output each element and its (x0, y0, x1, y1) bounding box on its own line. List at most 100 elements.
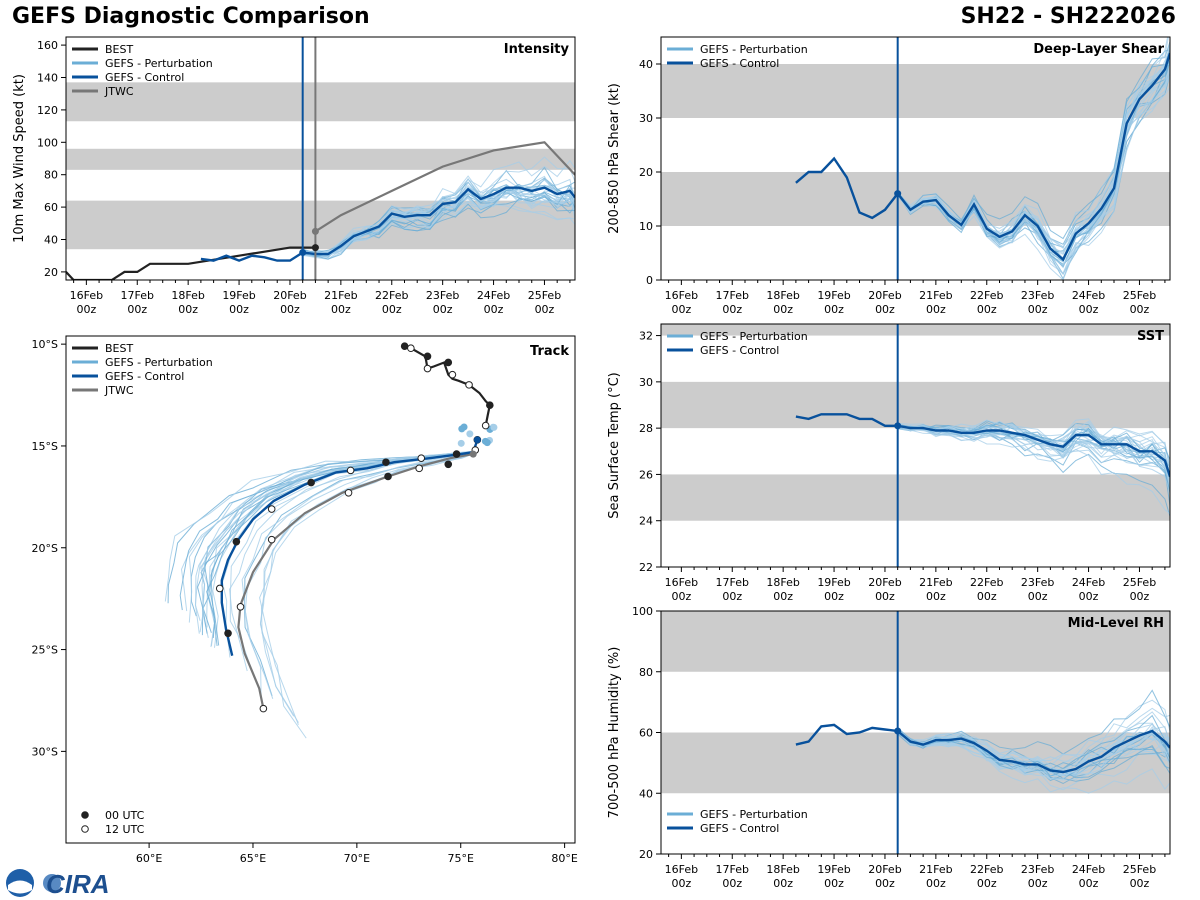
track-x-tick-label: 80°E (551, 852, 577, 865)
track-marker-legend-swatch (81, 825, 89, 833)
track-perturbation-point (483, 439, 491, 447)
shear-x-tick-label: 00z (671, 303, 691, 316)
intensity-frame (65, 36, 576, 281)
shear-x-tick-label: 25Feb (1123, 289, 1156, 302)
rh-y-label: 700-500 hPa Humidity (%) (607, 647, 622, 819)
sst-x-tick-label: 00z (773, 590, 793, 603)
intensity-legend-label: JTWC (104, 85, 134, 98)
rh-x-tick-label: 00z (1028, 877, 1048, 890)
rh-x-tick-label: 17Feb (716, 863, 749, 876)
rh-y-tick-label: 60 (639, 727, 653, 740)
intensity-y-label: 10m Max Wind Speed (kt) (12, 74, 27, 243)
rh-plot-area (661, 611, 1170, 794)
track-jtwc-00utc-marker (444, 460, 453, 469)
intensity-x-tick-label: 00z (178, 303, 198, 316)
shear-panel: 16Feb00z17Feb00z18Feb00z19Feb00z20Feb00z… (607, 36, 1171, 316)
shear-x-tick-label: 00z (1028, 303, 1048, 316)
rh-x-tick-label: 00z (926, 877, 946, 890)
noaa-wave-icon (8, 880, 32, 894)
sst-x-tick-label: 23Feb (1021, 576, 1054, 589)
track-perturbation-point (457, 439, 465, 447)
rh-x-tick-label: 00z (722, 877, 742, 890)
track-panel-title: Track (530, 344, 569, 359)
sst-band-0 (661, 474, 1170, 521)
shear-perturbation-line (897, 49, 1170, 240)
track-x-tick-label: 60°E (136, 852, 162, 865)
sst-x-tick-label: 00z (1028, 590, 1048, 603)
shear-y-tick-label: 40 (639, 58, 653, 71)
intensity-y-tick-label: 80 (44, 169, 58, 182)
intensity-panel: 16Feb00z17Feb00z18Feb00z19Feb00z20Feb00z… (12, 36, 576, 316)
track-best-00utc-marker (400, 342, 409, 350)
rh-x-tick-label: 00z (824, 877, 844, 890)
intensity-perturbation-line (302, 159, 575, 254)
track-control-12utc-marker (346, 466, 355, 475)
shear-x-tick-label: 00z (773, 303, 793, 316)
cira-globe-icon (43, 874, 61, 892)
shear-legend-label: GEFS - Control (700, 57, 779, 70)
rh-panel: 16Feb00z17Feb00z18Feb00z19Feb00z20Feb00z… (607, 605, 1171, 890)
rh-x-tick-label: 00z (875, 877, 895, 890)
track-legend-label: BEST (105, 342, 133, 355)
intensity-x-tick-label: 25Feb (528, 289, 561, 302)
track-jtwc-12utc-marker (415, 464, 423, 473)
sst-x-tick-label: 00z (926, 590, 946, 603)
sst-x-tick-label: 20Feb (868, 576, 901, 589)
sst-x-tick-label: 00z (875, 590, 895, 603)
shear-x-tick-label: 00z (1079, 303, 1099, 316)
shear-x-tick-label: 20Feb (868, 289, 901, 302)
rh-x-tick-label: 00z (671, 877, 691, 890)
track-best-12utc-marker (407, 344, 415, 353)
intensity-x-tick-label: 00z (484, 303, 504, 316)
intensity-y-tick-label: 40 (44, 234, 58, 247)
sst-frame (660, 323, 1171, 568)
track-control-00utc-marker (224, 629, 232, 638)
track-frame (65, 335, 576, 844)
shear-x-tick-label: 00z (926, 303, 946, 316)
shear-x-tick-label: 16Feb (665, 289, 698, 302)
rh-y-tick-label: 40 (639, 787, 653, 800)
shear-perturbation-line (897, 37, 1169, 250)
shear-frame (660, 36, 1171, 281)
track-control-00utc-marker (382, 458, 390, 467)
shear-panel-title: Deep-Layer Shear (1033, 42, 1164, 57)
track-marker-legend-label: 00 UTC (105, 809, 145, 822)
shear-y-tick-label: 20 (639, 166, 653, 179)
intensity-control-line (200, 186, 575, 262)
shear-band-1 (661, 64, 1170, 118)
rh-legend-label: GEFS - Control (700, 822, 779, 835)
sst-y-tick-label: 24 (639, 515, 653, 528)
page-title: GEFS Diagnostic Comparison (12, 4, 370, 29)
intensity-band-1 (66, 148, 575, 170)
rh-perturbation-line (897, 731, 1170, 777)
track-best-00utc-marker (486, 401, 494, 410)
track-jtwc-initial-point (469, 450, 477, 458)
intensity-x-tick-label: 00z (331, 303, 351, 316)
shear-band-0 (661, 172, 1170, 226)
track-legend-label: GEFS - Control (105, 370, 184, 383)
track-control-00utc-marker (307, 478, 315, 487)
intensity-x-tick-label: 22Feb (375, 289, 408, 302)
intensity-y-tick-label: 120 (37, 104, 58, 117)
shear-x-tick-label: 17Feb (716, 289, 749, 302)
intensity-legend-label: GEFS - Control (105, 71, 184, 84)
intensity-x-tick-label: 21Feb (324, 289, 357, 302)
track-jtwc-12utc-marker (236, 603, 245, 611)
sst-x-tick-label: 22Feb (970, 576, 1003, 589)
intensity-legend-label: BEST (105, 43, 133, 56)
shear-y-tick-label: 10 (639, 220, 653, 233)
intensity-x-tick-label: 19Feb (222, 289, 255, 302)
sst-x-tick-label: 00z (977, 590, 997, 603)
track-best-00utc-marker (423, 352, 432, 361)
shear-legend-label: GEFS - Perturbation (700, 43, 808, 56)
track-legend-label: GEFS - Perturbation (105, 356, 213, 369)
rh-band-1 (661, 611, 1170, 672)
track-jtwc-00utc-marker (384, 472, 392, 481)
intensity-y-tick-label: 140 (37, 72, 58, 85)
sst-y-tick-label: 28 (639, 422, 653, 435)
rh-x-tick-label: 18Feb (766, 863, 799, 876)
sst-x-tick-label: 24Feb (1072, 576, 1105, 589)
sst-x-tick-label: 19Feb (817, 576, 850, 589)
rh-x-tick-label: 00z (1079, 877, 1099, 890)
